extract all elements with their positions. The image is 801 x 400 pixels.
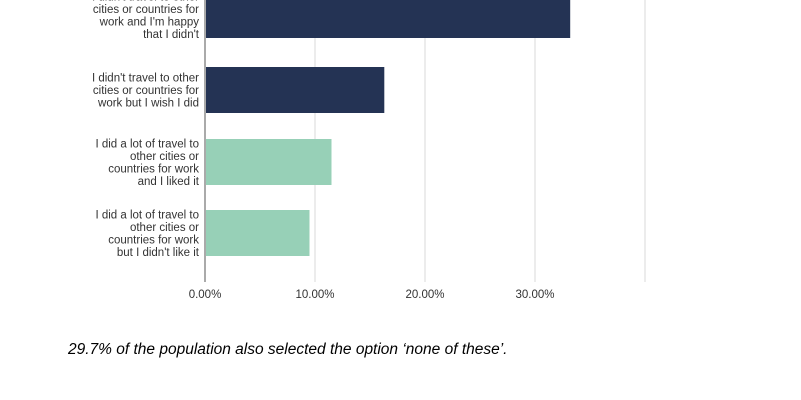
x-tick-label: 20.00% <box>405 289 444 301</box>
bar <box>206 210 310 256</box>
x-tick-label: 0.00% <box>189 289 222 301</box>
category-label: I did a lot of travel to other cities or c… <box>95 209 199 259</box>
x-tick-labels: 0.00% 10.00% 20.00% 30.00% <box>189 289 555 301</box>
category-label: I did a lot of travel to other cities or c… <box>95 138 199 188</box>
x-tick-label: 30.00% <box>515 289 554 301</box>
x-tick-label: 10.00% <box>295 289 334 301</box>
bar <box>206 0 571 38</box>
bar <box>206 139 332 185</box>
footnote: 29.7% of the population also selected th… <box>68 341 508 358</box>
gridlines <box>204 0 646 282</box>
bar <box>206 67 385 113</box>
bars <box>206 0 571 256</box>
